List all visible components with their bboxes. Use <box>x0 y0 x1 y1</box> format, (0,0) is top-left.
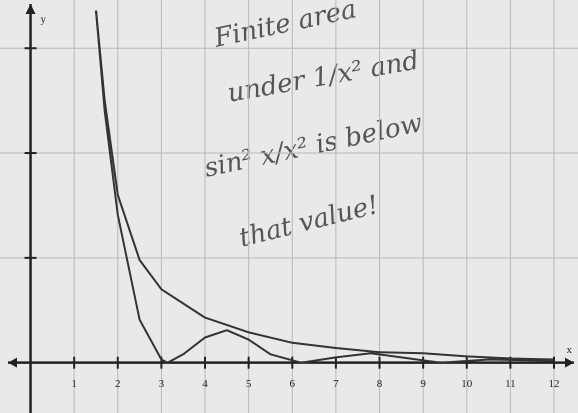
x-tick-label: 10 <box>461 378 473 390</box>
y-axis-label: y <box>41 14 47 26</box>
y-arrow <box>26 4 36 14</box>
x-tick-label: 9 <box>420 378 426 390</box>
annotation: Finite area <box>211 0 359 54</box>
x-arrow <box>565 358 574 368</box>
annotation: under 1/x² and <box>225 46 421 109</box>
page: {"chart_data": {"type": "line", "x_label… <box>0 0 578 413</box>
annotation: that value! <box>236 190 382 254</box>
x-tick-label: 2 <box>115 378 121 390</box>
chart: Finite area under 1/x² and sin² x/x² is … <box>0 0 578 413</box>
x-tick-label: 12 <box>549 378 560 390</box>
annotation: sin² x/x² is below <box>202 108 425 184</box>
x-axis-label: x <box>567 344 573 356</box>
x-tick-label: 4 <box>202 378 208 390</box>
x-arrow-left <box>8 358 17 368</box>
x-tick-label: 8 <box>377 378 383 390</box>
x-tick-label: 3 <box>159 378 165 390</box>
x-tick-label: 11 <box>505 378 516 390</box>
x-tick-label: 5 <box>246 378 252 390</box>
x-tick-label: 1 <box>71 378 77 390</box>
x-tick-label: 7 <box>333 378 339 390</box>
x-tick-label: 6 <box>290 378 296 390</box>
